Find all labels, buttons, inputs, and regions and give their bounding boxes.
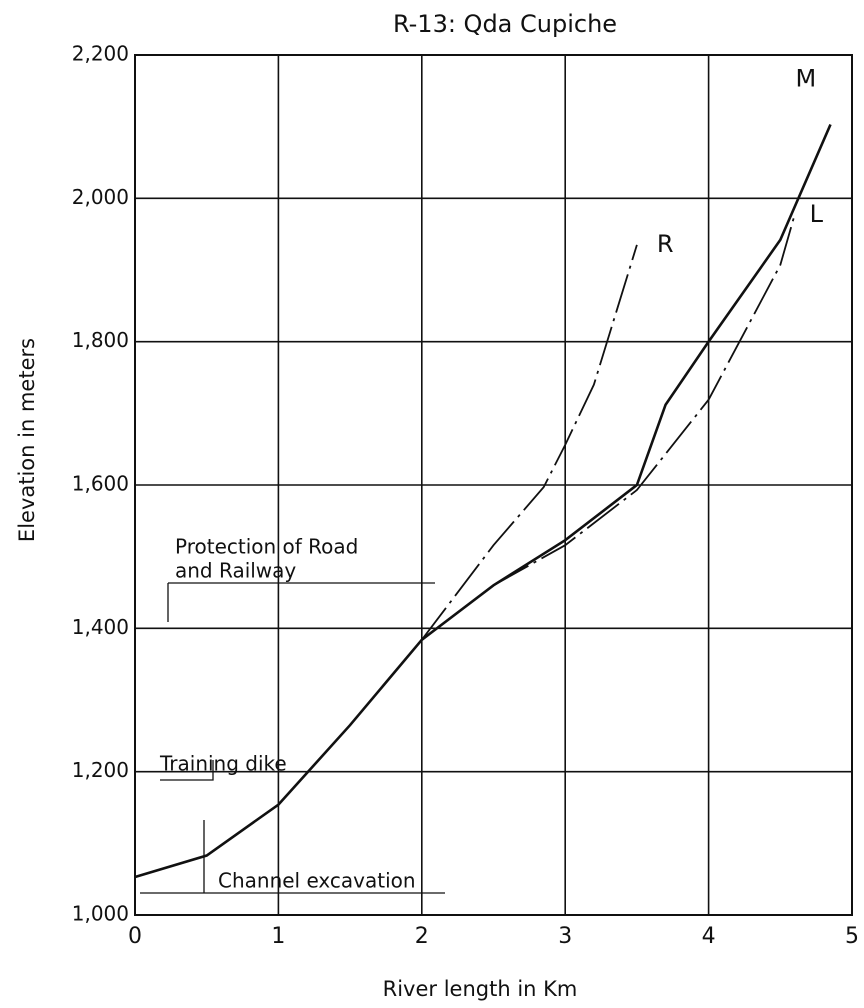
x-tick-label: 3 xyxy=(558,924,572,949)
y-tick-label: 1,200 xyxy=(72,758,129,782)
annotation-line xyxy=(160,775,214,781)
series-line xyxy=(493,214,796,587)
y-axis-label: Elevation in meters xyxy=(15,338,39,542)
y-tick-label: 2,000 xyxy=(72,185,129,209)
x-tick-label: 1 xyxy=(271,924,285,949)
x-tick-label: 0 xyxy=(128,924,142,949)
series-label: R xyxy=(657,230,674,258)
annotation: Training dike xyxy=(159,752,287,776)
y-tick-label: 1,600 xyxy=(72,472,129,496)
annotation: Channel excavation xyxy=(218,869,416,893)
annotation: Protection of Road xyxy=(175,535,358,559)
y-tick-label: 2,200 xyxy=(72,42,129,66)
y-tick-label: 1,000 xyxy=(72,902,129,926)
y-tick-label: 1,800 xyxy=(72,328,129,352)
y-tick-label: 1,400 xyxy=(72,615,129,639)
series-line xyxy=(134,123,832,879)
x-tick-label: 4 xyxy=(702,924,716,949)
series-line xyxy=(421,244,638,641)
annotation: and Railway xyxy=(175,559,296,583)
chart-title: R-13: Qda Cupiche xyxy=(393,10,617,38)
series-label: L xyxy=(810,200,824,228)
x-tick-label: 2 xyxy=(415,924,429,949)
x-axis-label: River length in Km xyxy=(383,977,578,1001)
series-label: M xyxy=(795,65,816,93)
x-tick-label: 5 xyxy=(845,924,859,949)
